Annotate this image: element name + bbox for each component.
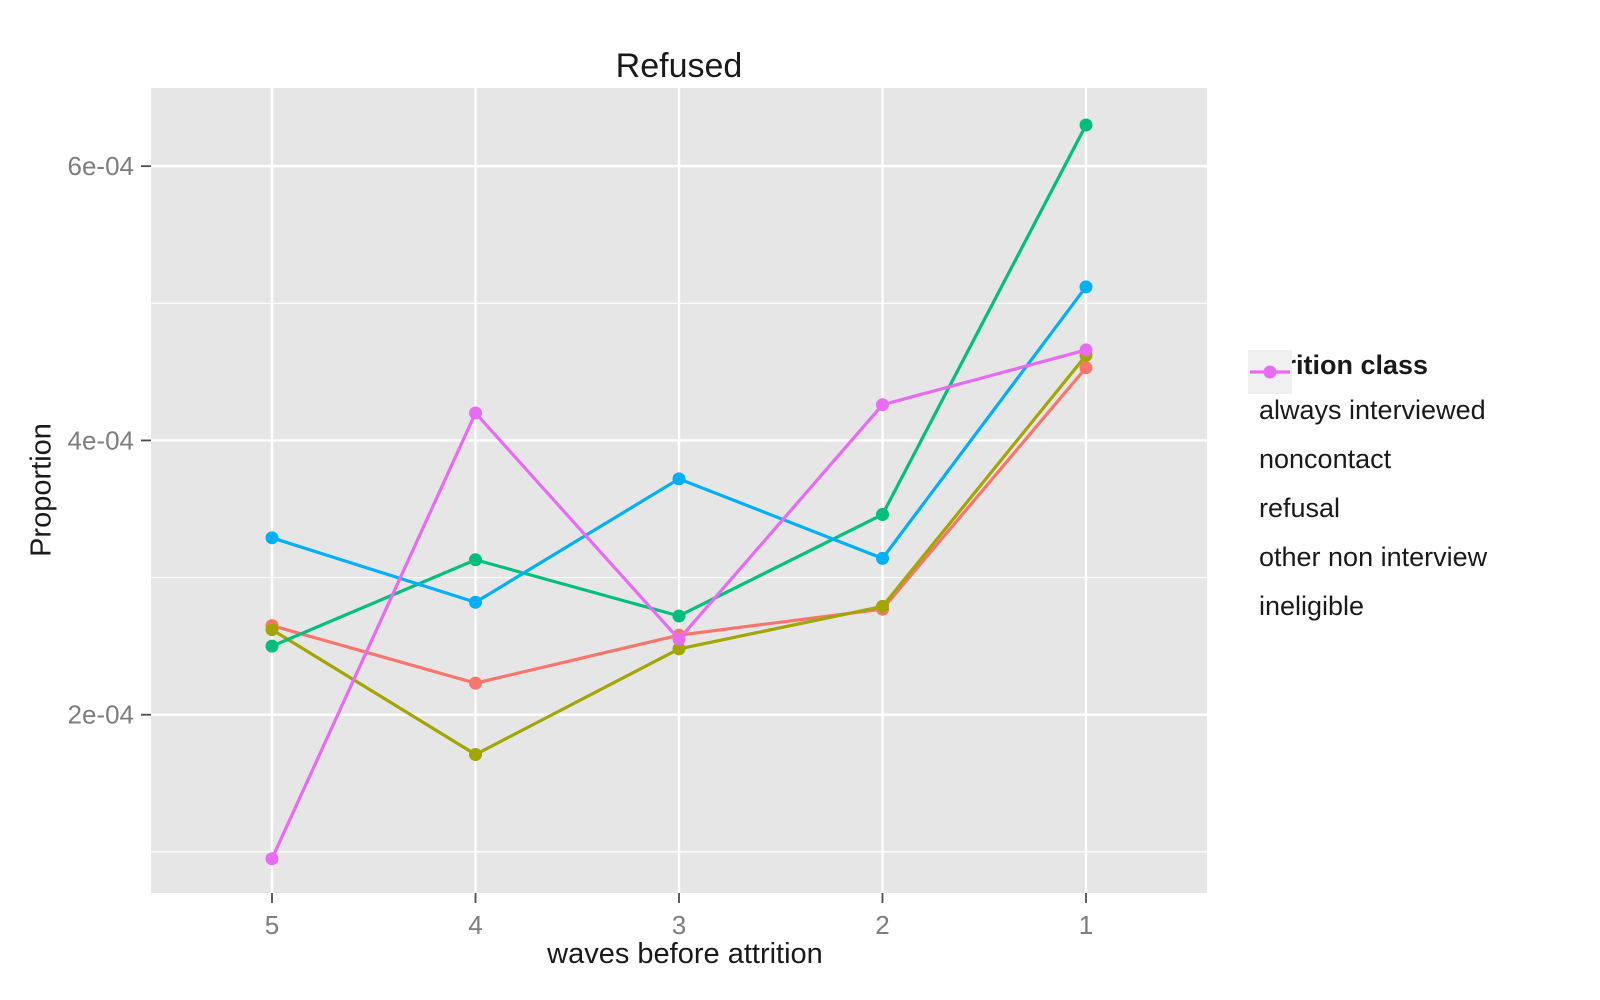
- legend-item-refusal: refusal: [1248, 350, 1487, 530]
- data-point-noncontact-wave-4: [469, 747, 482, 761]
- legend-item-noncontact: noncontact: [1248, 350, 1487, 481]
- y-axis-title: Proportion: [25, 423, 58, 557]
- data-point-always-interviewed-wave-1: [1079, 361, 1093, 375]
- x-tick-label: 4: [468, 910, 482, 940]
- x-tick-label: 2: [875, 910, 889, 940]
- legend-label-ineligible: ineligible: [1259, 590, 1365, 621]
- data-point-other-non-interview-wave-1: [1079, 280, 1093, 294]
- legend-item-other-non-interview: other non interview: [1248, 350, 1488, 579]
- data-point-refusal-wave-4: [469, 553, 482, 567]
- data-point-other-non-interview-wave-4: [469, 595, 482, 609]
- legend: Attrition class always interviewed noncon…: [1248, 350, 1487, 633]
- legend-item-always-interviewed: always interviewed: [1248, 350, 1487, 432]
- data-point-ineligible-wave-4: [469, 406, 482, 420]
- data-point-noncontact-wave-3: [672, 642, 686, 656]
- data-point-noncontact-wave-2: [876, 599, 889, 613]
- chart-title: Refused: [615, 47, 743, 85]
- x-axis-title: waves before attrition: [547, 938, 823, 970]
- legend-label-always-interviewed: always interviewed: [1259, 394, 1486, 425]
- data-point-refusal-wave-3: [672, 609, 686, 623]
- x-tick-label: 5: [265, 910, 279, 940]
- x-tick-label: 3: [672, 910, 686, 940]
- data-point-ineligible-wave-2: [876, 398, 889, 412]
- y-tick-label: 2e-04: [68, 700, 135, 730]
- data-point-other-non-interview-wave-5: [265, 531, 279, 545]
- data-point-other-non-interview-wave-2: [876, 551, 889, 565]
- y-tick-label: 4e-04: [68, 425, 135, 455]
- data-point-other-non-interview-wave-3: [672, 472, 686, 486]
- data-point-refusal-wave-2: [876, 507, 889, 521]
- data-point-always-interviewed-wave-4: [469, 676, 482, 690]
- y-tick-label: 6e-04: [68, 151, 135, 181]
- legend-key-icon-ineligible: [1248, 350, 1292, 394]
- legend-items: always interviewed noncontact refusal other…: [1248, 350, 1488, 628]
- data-point-ineligible-wave-3: [672, 632, 686, 646]
- data-point-refusal-wave-5: [265, 639, 279, 653]
- data-point-ineligible-wave-1: [1079, 343, 1093, 357]
- legend-item-ineligible: ineligible: [1248, 350, 1487, 628]
- legend-label-noncontact: noncontact: [1259, 443, 1392, 474]
- data-point-ineligible-wave-5: [265, 852, 279, 866]
- x-tick-label: 1: [1079, 910, 1093, 940]
- legend-label-refusal: refusal: [1259, 492, 1341, 523]
- data-point-noncontact-wave-5: [265, 623, 279, 637]
- legend-label-other-non-interview: other non interview: [1259, 541, 1488, 572]
- data-point-refusal-wave-1: [1079, 118, 1093, 132]
